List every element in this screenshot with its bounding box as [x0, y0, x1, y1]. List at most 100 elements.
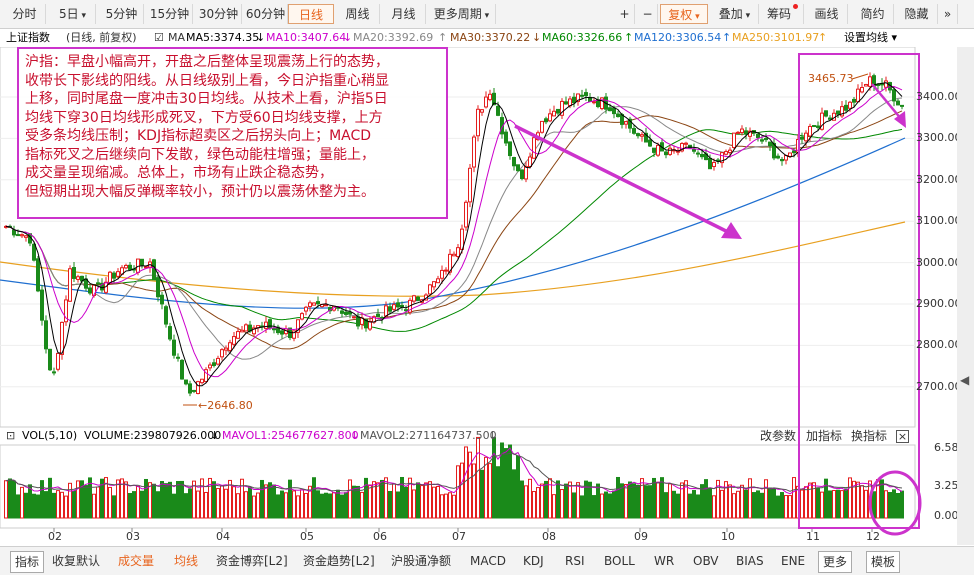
volume-bar — [588, 481, 592, 519]
toolbar-button-label: 筹码 — [766, 7, 791, 21]
toolbar-button-13[interactable]: 叠加 ▾ — [711, 4, 759, 24]
candle-body — [212, 362, 216, 366]
candle-body — [164, 306, 168, 325]
toolbar-button-5[interactable]: 60分钟 — [244, 4, 288, 24]
toolbar-button-11[interactable]: − — [638, 4, 658, 24]
vol-settings-icon[interactable]: ⊡ — [6, 429, 16, 442]
add-indicator-button[interactable]: 加指标 — [806, 429, 843, 443]
volume-bar — [668, 483, 672, 519]
candle-body — [404, 309, 408, 312]
indicator-tab-4[interactable]: 资金博弈[L2] — [216, 554, 288, 568]
toolbar-button-label: 15分钟 — [149, 7, 190, 21]
indicator-tab-2[interactable]: 成交量 — [118, 554, 155, 568]
candle-body — [444, 269, 448, 272]
volume-bar — [332, 492, 336, 519]
indicator-tab-14[interactable]: ENE — [781, 554, 806, 568]
indicator-tab-12[interactable]: OBV — [693, 554, 719, 568]
volume-bar — [176, 481, 180, 519]
chevron-down-icon: ▾ — [481, 11, 490, 21]
toolbar-button-15[interactable]: 画线 — [806, 4, 848, 24]
indicator-tab-0[interactable]: 指标 — [10, 551, 45, 573]
candle-body — [452, 253, 456, 257]
ma-settings-button[interactable]: 设置均线 ▾ — [844, 31, 898, 44]
month-tick-label: 11 — [806, 530, 820, 543]
volume-bar — [624, 483, 628, 519]
toolbar-button-2[interactable]: 5分钟 — [100, 4, 144, 24]
candle-body — [436, 278, 440, 284]
candle-body — [48, 348, 52, 371]
toolbar-button-label: + — [619, 7, 630, 21]
indicator-tab-3[interactable]: 均线 — [174, 554, 199, 568]
candle-body — [860, 86, 864, 93]
indicator-tab-1[interactable]: 收复默认 — [52, 554, 101, 568]
close-indicator-icon[interactable]: × — [896, 430, 909, 443]
volume-bar — [464, 446, 468, 519]
indicator-tab-11[interactable]: WR — [654, 554, 675, 568]
toolbar-button-4[interactable]: 30分钟 — [196, 4, 242, 24]
kline-chart[interactable]: 3465.73 ←2646.80 — [0, 47, 957, 547]
volume-ma-path — [5, 452, 903, 492]
volume-bar — [860, 485, 864, 519]
indicator-tab-5[interactable]: 资金趋势[L2] — [303, 554, 375, 568]
candle-body — [520, 169, 524, 180]
volume-bar — [316, 490, 320, 519]
candle-body — [88, 287, 92, 294]
ma-checkbox[interactable]: ☑ — [154, 31, 164, 44]
candle-body — [720, 152, 724, 164]
toolbar-button-7[interactable]: 周线 — [336, 4, 380, 24]
volume-bar — [300, 489, 304, 519]
candle-body — [848, 101, 852, 109]
candle-body — [668, 147, 672, 155]
volume-bar — [620, 483, 624, 519]
toolbar-button-14[interactable]: 筹码 — [762, 4, 804, 24]
toolbar-button-17[interactable]: 隐藏 — [896, 4, 938, 24]
candle-body — [892, 89, 896, 102]
scroll-left-icon[interactable]: ◀ — [960, 373, 970, 387]
edit-params-button[interactable]: 改参数 — [760, 429, 797, 443]
candle-body — [652, 147, 656, 153]
toolbar-button-3[interactable]: 15分钟 — [147, 4, 193, 24]
candle-body — [572, 96, 576, 104]
toolbar-button-label: 日线 — [298, 8, 323, 22]
volume-bar — [792, 477, 796, 519]
toolbar-button-16[interactable]: 简约 — [852, 4, 894, 24]
indicator-tab-16[interactable]: 模板 — [866, 551, 901, 573]
highlight-rectangle — [798, 53, 920, 529]
toolbar-button-1[interactable]: 5日 ▾ — [50, 4, 96, 24]
candle-body — [744, 130, 748, 135]
volume-bar — [212, 481, 216, 519]
toolbar-button-10[interactable]: + — [615, 4, 635, 24]
volume-bar — [660, 477, 664, 519]
volume-bar — [696, 494, 700, 519]
toolbar-button-6[interactable]: 日线 — [288, 4, 334, 24]
candle-body — [392, 304, 396, 310]
volume-bar — [832, 489, 836, 519]
toolbar-button-label: 简约 — [860, 7, 885, 21]
candle-body — [456, 247, 460, 257]
toolbar-button-18[interactable]: » — [938, 4, 958, 24]
volume-bar — [292, 490, 296, 519]
price-tick-label: 2700.00 — [916, 379, 962, 393]
toolbar-button-9[interactable]: 更多周期 ▾ — [428, 4, 496, 24]
toolbar-button-8[interactable]: 月线 — [382, 4, 426, 24]
indicator-tab-8[interactable]: KDJ — [523, 554, 544, 568]
indicator-tab-9[interactable]: RSI — [565, 554, 585, 568]
mavol1-value: MAVOL1:254677627.800 — [222, 429, 359, 442]
volume-bar — [664, 492, 668, 519]
volume-bar — [408, 477, 412, 519]
candle-body — [264, 321, 268, 329]
indicator-tab-7[interactable]: MACD — [470, 554, 506, 568]
indicator-tab-6[interactable]: 沪股通净额 — [391, 554, 452, 568]
indicator-tab-15[interactable]: 更多 — [818, 551, 853, 573]
volume-bar — [136, 485, 140, 519]
indicator-tab-13[interactable]: BIAS — [736, 554, 764, 568]
volume-bar — [780, 492, 784, 519]
toolbar-button-12[interactable]: 复权 ▾ — [660, 4, 708, 24]
volume-bar — [108, 486, 112, 519]
switch-indicator-button[interactable]: 换指标 — [851, 429, 888, 443]
mavol2-value: MAVOL2:271164737.500 — [360, 429, 497, 442]
toolbar-button-0[interactable]: 分时 — [4, 4, 46, 24]
vertical-scrollbar[interactable]: ◀ — [957, 47, 974, 545]
indicator-tab-10[interactable]: BOLL — [604, 554, 635, 568]
volume-bar — [776, 495, 780, 519]
